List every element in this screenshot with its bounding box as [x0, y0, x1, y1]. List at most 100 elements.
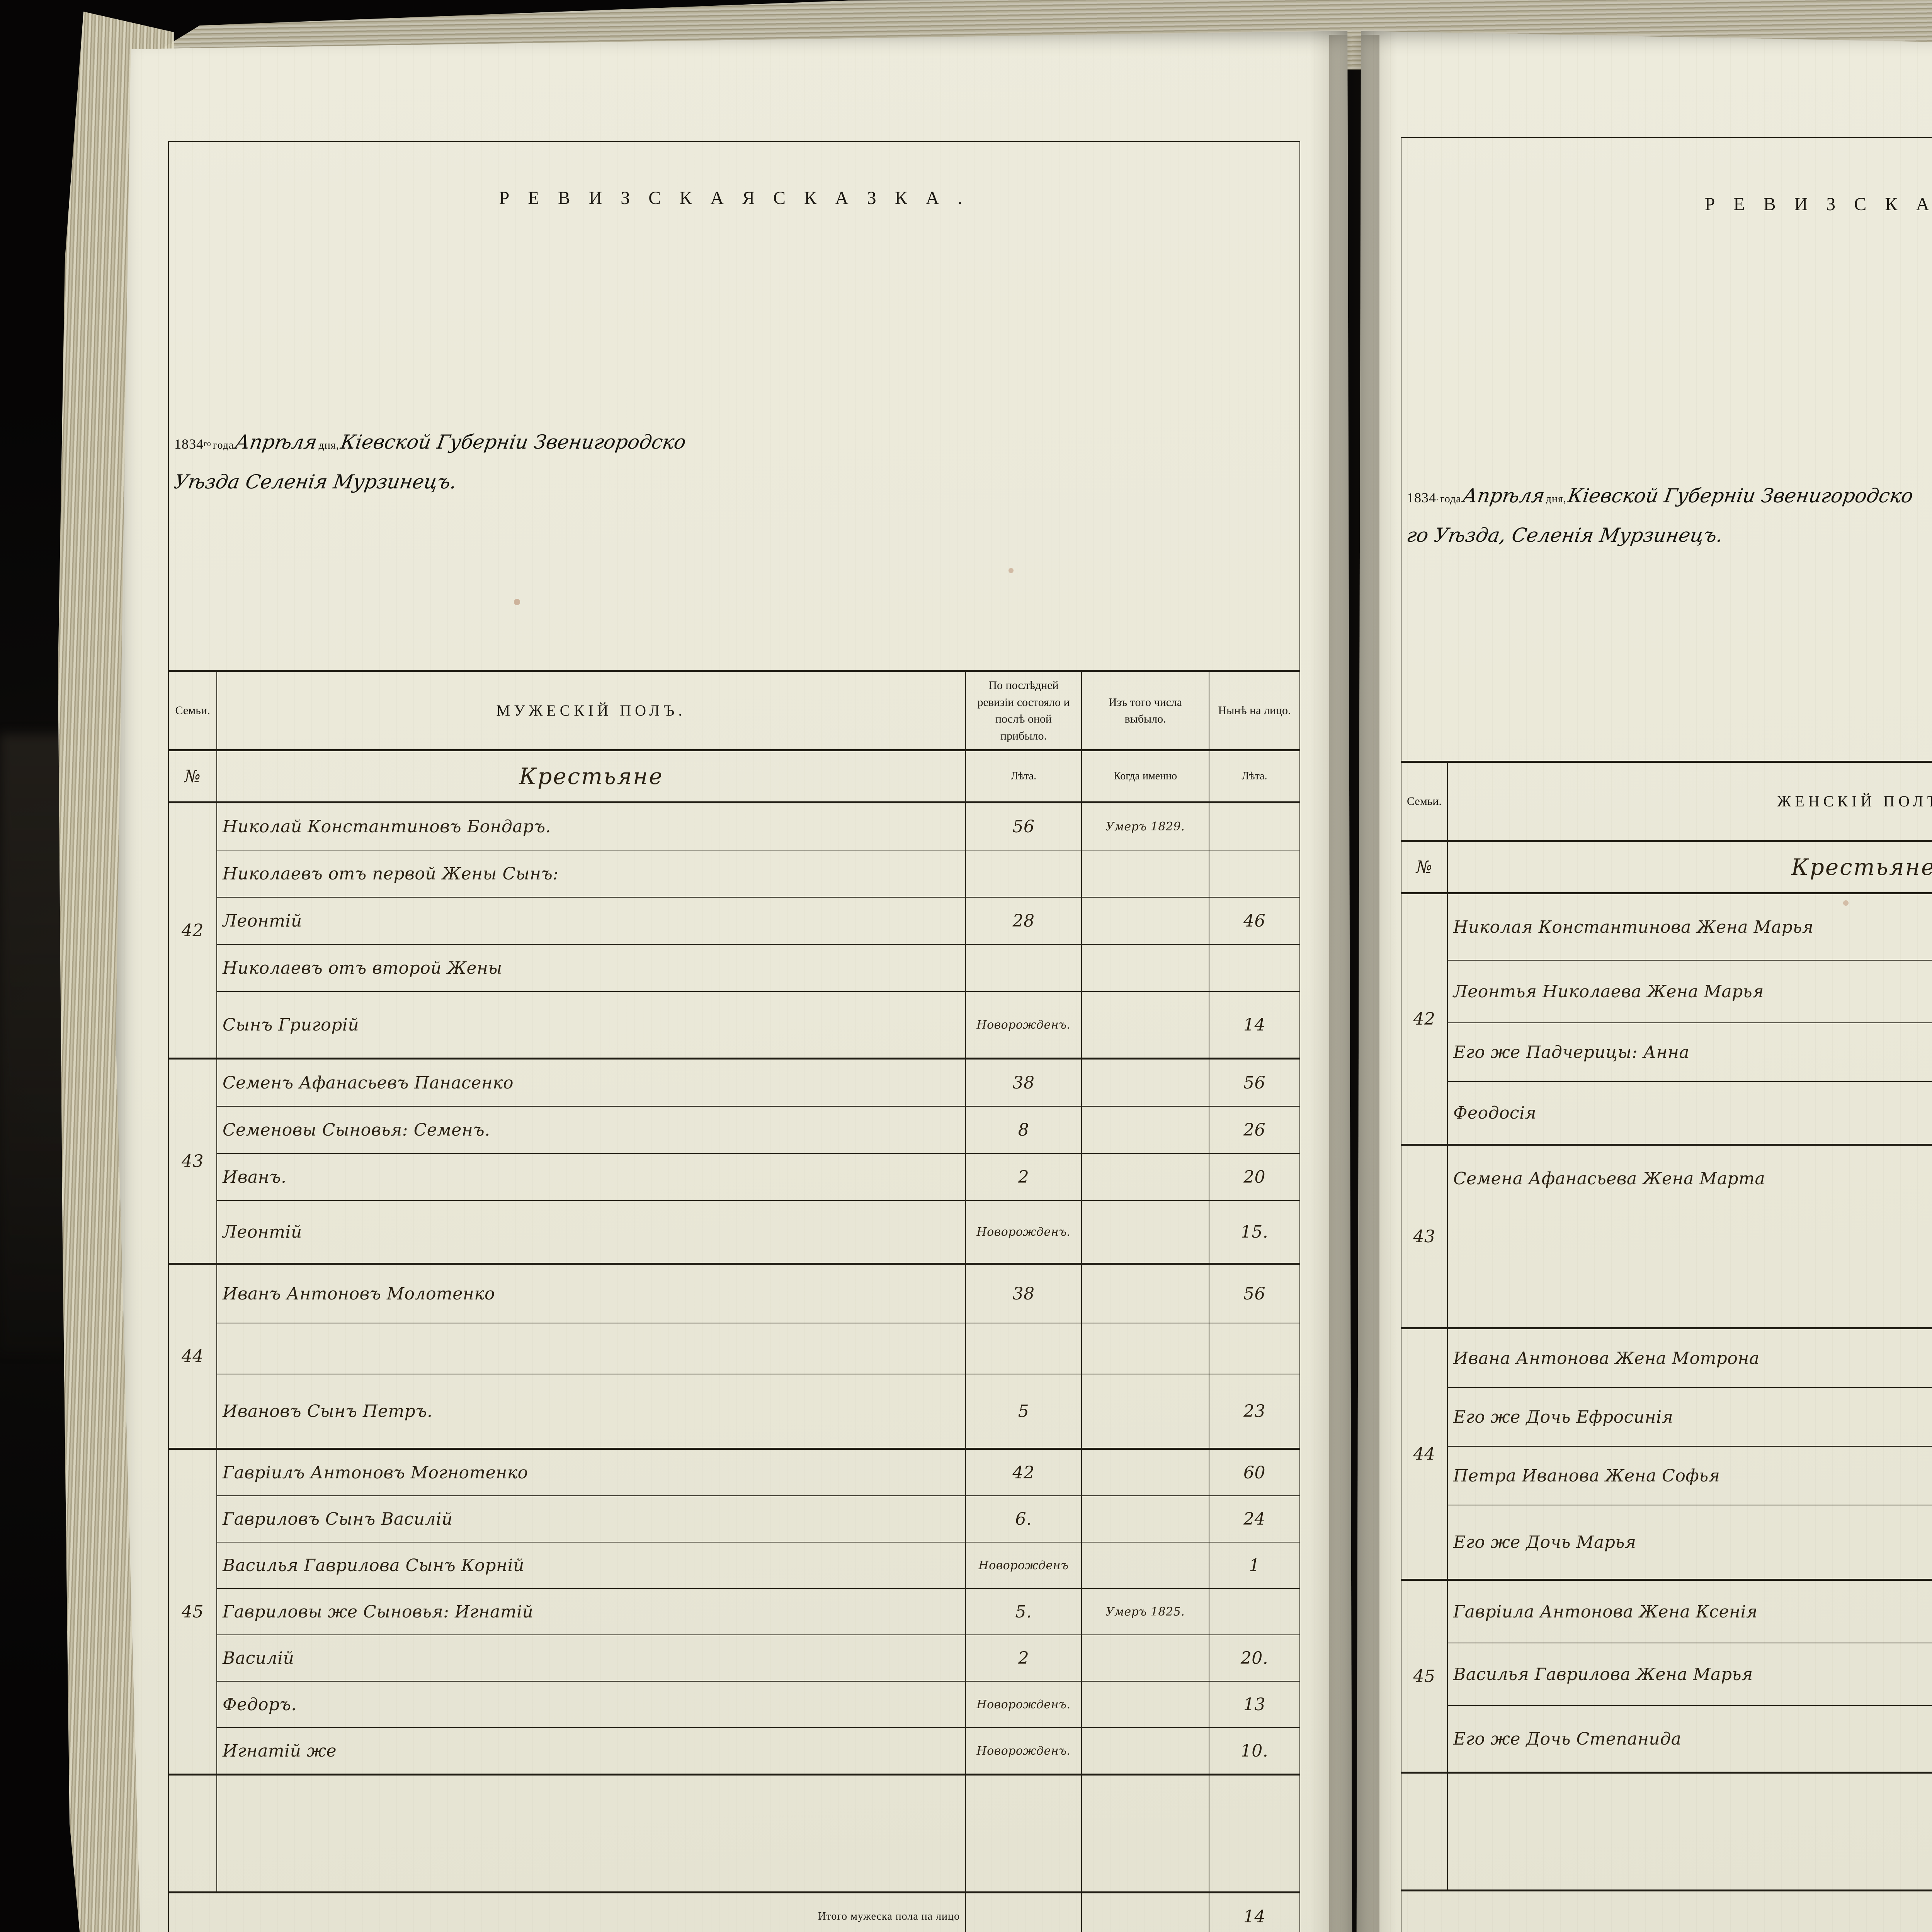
person-name: Гавріилъ Антоновъ Могнотенко — [216, 1448, 966, 1496]
declaration-year: 1834 — [174, 436, 204, 452]
table-row: Его же Дочь Ефросинія 11. — [1401, 1387, 1932, 1447]
family-number: 42 — [168, 802, 217, 1060]
subhead-estate-krestyane: Крестьяне — [216, 749, 966, 803]
prev-revision-age: 56 — [965, 802, 1082, 850]
table-row: 43 Семена Афанасьева Жена Марта 52. — [1401, 1144, 1932, 1329]
right-page-title: Р Е В И З С К А Я С К А З К А . — [1401, 137, 1932, 270]
table-row: Николаевъ отъ первой Жены Сынъ: — [168, 850, 1300, 898]
blank-cell — [965, 1774, 1082, 1893]
person-name: Василья Гаврилова Сынъ Корній — [216, 1542, 966, 1589]
prev-revision-age: 38 — [965, 1263, 1082, 1323]
table-row: 44 Иванъ Антоновъ Молотенко 38 56 — [168, 1263, 1300, 1450]
family-number: 43 — [168, 1058, 217, 1265]
present-age — [1209, 850, 1300, 898]
person-name: Его же Дочь Марья — [1447, 1505, 1932, 1581]
blank-filler-row — [168, 1774, 1300, 1893]
subhead-when-exactly: Когда именно — [1081, 749, 1209, 803]
departed-note — [1081, 944, 1209, 992]
prev-revision-age: Новорожденъ — [965, 1542, 1082, 1589]
left-total-row: Итого мужеска пола на лицо 14 — [168, 1891, 1300, 1932]
departed-note — [1081, 1681, 1209, 1728]
prev-revision-age: 28 — [965, 897, 1082, 945]
blank-cell — [1209, 1774, 1300, 1893]
right-declaration: 1834. года Апрѣля дня, Кіевской Губерніи… — [1401, 270, 1932, 763]
table-row: Василья Гаврилова Сынъ Корній Новорожден… — [168, 1542, 1300, 1589]
table-row: Гавриловы же Сыновья: Игнатій 5. Умеръ 1… — [168, 1588, 1300, 1635]
colhead-family: Семьи. — [1401, 761, 1448, 842]
prev-revision-age: 42 — [965, 1448, 1082, 1496]
open-ledger-book: 683 Р Е В И З С К А Я С К А З К А . 1834… — [58, 0, 1932, 1932]
table-row: Иванъ. 2 20 — [168, 1153, 1300, 1201]
family-number: 45 — [1401, 1579, 1448, 1774]
present-age: 56 — [1209, 1058, 1300, 1107]
declaration-place-line2: го Уѣзда, Селенія Мурзинецъ. — [1405, 524, 1725, 547]
departed-note — [1081, 1106, 1209, 1154]
declaration-place-line1: Кіевской Губерніи Звенигородско — [1566, 484, 1915, 507]
subhead-years-present: Лѣта. — [1209, 749, 1300, 803]
right-column-header-row: Семьи. ЖЕНСКІЙ ПОЛЪ. Во временной отлучк… — [1401, 761, 1932, 842]
table-row — [168, 1323, 1300, 1374]
present-age: 20 — [1209, 1153, 1300, 1201]
left-column-header-row: Семьи. МУЖЕСКІЙ ПОЛЪ. По послѣдней ревиз… — [168, 670, 1300, 751]
prev-revision-age: Новорожденъ. — [965, 991, 1082, 1060]
present-age — [1209, 802, 1300, 850]
prev-revision-age: 5 — [965, 1374, 1082, 1450]
person-name: Ивановъ Сынъ Петръ. — [216, 1374, 966, 1450]
colhead-male-sex: МУЖЕСКІЙ ПОЛЪ. — [216, 670, 966, 751]
person-name: Гавриловъ Сынъ Василій — [216, 1495, 966, 1543]
person-name: Его же Падчерицы: Анна — [1447, 1022, 1932, 1082]
right-page-table-area: Р Е В И З С К А Я С К А З К А . 1834. го… — [1401, 137, 1932, 1932]
departed-note — [1081, 850, 1209, 898]
table-row: Николаевъ отъ второй Жены — [168, 944, 1300, 992]
person-name: Леонтья Николаева Жена Марья — [1447, 960, 1932, 1023]
right-total-row: Итого женска пола на лицо 12 — [1401, 1889, 1932, 1932]
total-male-label: Итого мужеска пола на лицо — [168, 1891, 966, 1932]
table-row: 42 Николая Константинова Жена Марья 45 — [1401, 893, 1932, 1146]
present-age: 24 — [1209, 1495, 1300, 1543]
departed-note — [1081, 897, 1209, 945]
person-name: Игнатій же — [216, 1727, 966, 1776]
prev-revision-age: 6. — [965, 1495, 1082, 1543]
declaration-day-label: дня, — [318, 439, 339, 452]
female-revision-table: Р Е В И З С К А Я С К А З К А . 1834. го… — [1401, 137, 1932, 1932]
person-name: Семена Афанасьева Жена Марта — [1447, 1144, 1932, 1329]
blank-cell — [1447, 1772, 1932, 1891]
table-row: Игнатій же Новорожденъ. 10. — [168, 1727, 1300, 1776]
person-name: Ивана Антонова Жена Мотрона — [1447, 1327, 1932, 1388]
person-name: Семенъ Афанасьевъ Панасенко — [216, 1058, 966, 1107]
blank-cell — [1081, 1891, 1209, 1932]
prev-revision-age: 2 — [965, 1153, 1082, 1201]
colhead-prev-revision: По послѣдней ревизіи состояло и послѣ он… — [965, 670, 1082, 751]
departed-note — [1081, 1058, 1209, 1107]
left-declaration-row: 1834го года Апрѣля дня, Кіевской Губерні… — [168, 254, 1300, 672]
colhead-female-sex: ЖЕНСКІЙ ПОЛЪ. — [1447, 761, 1932, 842]
table-row: Гавриловъ Сынъ Василій 6. 24 — [168, 1495, 1300, 1543]
departed-note — [1081, 1634, 1209, 1682]
right-declaration-row: 1834. года Апрѣля дня, Кіевской Губерніи… — [1401, 270, 1932, 763]
total-male-value: 14 — [1209, 1891, 1300, 1932]
departed-note — [1081, 1374, 1209, 1450]
right-subheader-row: № Крестьяне Съ котораго времени. Лѣта. — [1401, 840, 1932, 894]
declaration-month: Апрѣля — [1461, 484, 1546, 507]
person-name: Николая Константинова Жена Марья — [1447, 893, 1932, 961]
blank-cell — [216, 1774, 966, 1893]
prev-revision-age — [965, 850, 1082, 898]
departed-note — [1081, 991, 1209, 1060]
departed-note — [1081, 1727, 1209, 1776]
table-row: Леонтій 28 46 — [168, 897, 1300, 945]
person-name: Леонтій — [216, 897, 966, 945]
male-revision-table: Р Е В И З С К А Я С К А З К А . 1834го г… — [168, 141, 1300, 1932]
person-name: Николай Константиновъ Бондаръ. — [216, 802, 966, 850]
person-name: Иванъ Антоновъ Молотенко — [216, 1263, 966, 1323]
person-name: Николаевъ отъ первой Жены Сынъ: — [216, 850, 966, 898]
family-number: 43 — [1401, 1144, 1448, 1329]
declaration-year-suffix: . — [1436, 493, 1439, 502]
blank-cell — [168, 1774, 217, 1893]
declaration-year-label: года — [213, 439, 234, 452]
declaration-year-label: года — [1440, 493, 1461, 505]
subhead-number-sign: № — [1401, 840, 1448, 894]
departed-note — [1081, 1323, 1209, 1374]
present-age: 56 — [1209, 1263, 1300, 1323]
departed-note: Умеръ 1829. — [1081, 802, 1209, 850]
table-row: 45 Гавріила Антонова Жена Ксенія 58. — [1401, 1579, 1932, 1774]
